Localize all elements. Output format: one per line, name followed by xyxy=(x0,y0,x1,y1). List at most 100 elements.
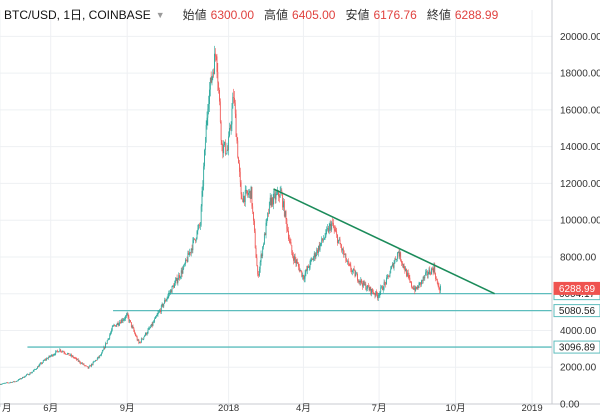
candle-body xyxy=(31,373,32,374)
candle-body xyxy=(188,253,189,255)
candle-body xyxy=(35,369,36,370)
candle-body xyxy=(165,300,166,301)
candle-body xyxy=(238,157,239,163)
candle-body xyxy=(201,206,202,224)
candle-body xyxy=(338,240,339,243)
candle-body xyxy=(140,342,141,343)
candle-body xyxy=(190,252,191,253)
candle-body xyxy=(283,201,284,207)
y-tick-label: 2000.00 xyxy=(560,363,597,374)
candle-body xyxy=(251,187,252,206)
candle-body xyxy=(141,339,142,343)
y-tick-label: 8000.00 xyxy=(560,252,597,263)
candle-body xyxy=(365,284,366,290)
candle-body xyxy=(272,198,273,205)
candle-body xyxy=(320,244,321,249)
candle-body xyxy=(12,382,13,383)
candle-body xyxy=(381,286,382,287)
candle-body xyxy=(139,342,140,343)
candle-body xyxy=(98,357,99,359)
candle-body xyxy=(217,72,218,83)
candle-body xyxy=(411,282,412,287)
candle-body xyxy=(149,328,150,329)
candle-body xyxy=(237,137,238,141)
candle-body xyxy=(1,384,2,385)
candle-body xyxy=(345,254,346,261)
candle-body xyxy=(313,257,314,260)
candle-body xyxy=(242,199,243,202)
candle-body xyxy=(300,270,301,271)
candle-body xyxy=(325,237,326,239)
candle-body xyxy=(75,358,76,359)
high-label: 高値 xyxy=(264,6,288,23)
candle-body xyxy=(435,273,436,279)
candle-body xyxy=(5,383,6,384)
candle-body xyxy=(34,369,35,370)
y-tick-label: 0.00 xyxy=(560,400,580,411)
candle-body xyxy=(221,122,222,140)
candle-body xyxy=(134,331,135,333)
candle-body xyxy=(185,260,186,264)
candle-body xyxy=(214,54,215,74)
candle-body xyxy=(192,249,193,250)
candle-body xyxy=(388,275,389,276)
candle-body xyxy=(45,359,46,360)
candle-body xyxy=(402,263,403,265)
candle-body xyxy=(404,264,405,268)
candle-body xyxy=(378,296,379,299)
high-value: 6405.00 xyxy=(292,8,335,22)
candle-body xyxy=(227,150,228,151)
candle-body xyxy=(301,271,302,277)
candle-body xyxy=(217,56,218,71)
candle-body xyxy=(109,335,110,339)
candle-body xyxy=(208,104,209,109)
candle-body xyxy=(168,296,169,298)
candle-body xyxy=(380,292,381,295)
candle-body xyxy=(357,274,358,281)
candle-body xyxy=(416,287,417,289)
candle-body xyxy=(396,259,397,260)
candle-body xyxy=(232,97,233,108)
candle-body xyxy=(360,281,361,283)
candle-body xyxy=(110,333,111,335)
candle-body xyxy=(302,275,303,277)
candle-body xyxy=(95,360,96,361)
candle-body xyxy=(81,363,82,364)
candle-body xyxy=(21,378,22,379)
candle-body xyxy=(43,361,44,363)
candle-body xyxy=(137,337,138,341)
candle-body xyxy=(3,383,4,384)
candle-body xyxy=(419,283,420,288)
caret-down-icon[interactable]: ▼ xyxy=(156,10,165,20)
candle-body xyxy=(276,194,277,195)
candle-body xyxy=(328,228,329,232)
y-tick-label: 14000.00 xyxy=(560,142,600,153)
candle-body xyxy=(5,383,6,384)
candle-body xyxy=(176,278,177,280)
candle-body xyxy=(32,372,33,373)
candle-body xyxy=(205,143,206,150)
candle-body xyxy=(84,364,85,366)
candle-body xyxy=(25,376,26,377)
candle-body xyxy=(174,283,175,288)
candle-body xyxy=(54,354,55,355)
candle-body xyxy=(264,234,265,245)
candle-body xyxy=(155,317,156,319)
candle-body xyxy=(293,256,294,260)
candle-body xyxy=(86,366,87,367)
candle-body xyxy=(74,358,75,359)
symbol-title[interactable]: BTC/USD, 1日, COINBASE xyxy=(4,6,151,23)
candle-body xyxy=(67,354,68,355)
candle-body xyxy=(286,219,287,229)
candle-body xyxy=(429,270,430,274)
candle-body xyxy=(145,333,146,336)
candle-body xyxy=(125,316,126,319)
candle-body xyxy=(306,270,307,271)
candle-body xyxy=(432,268,433,269)
candle-body xyxy=(370,287,371,293)
candle-body xyxy=(406,269,407,276)
candle-body xyxy=(202,186,203,191)
candle-body xyxy=(127,313,128,314)
